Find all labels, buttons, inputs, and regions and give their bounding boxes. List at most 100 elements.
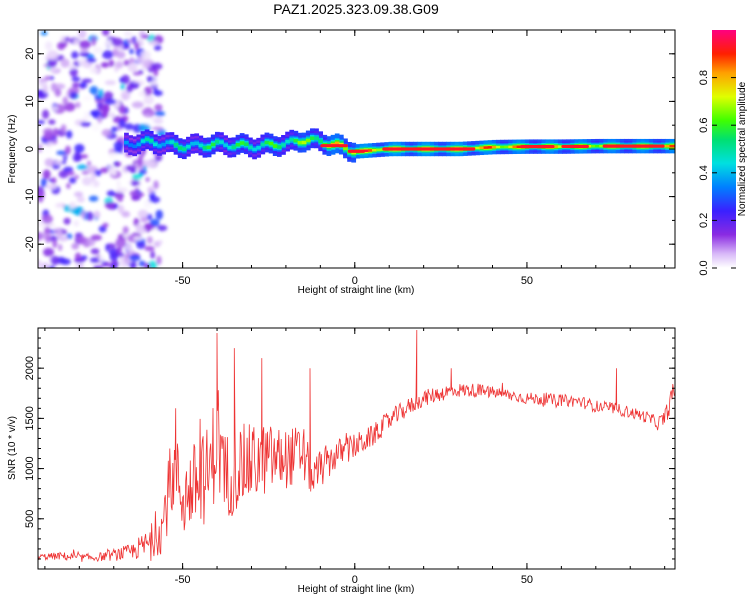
noise-blob	[41, 214, 53, 224]
noise-blob	[60, 124, 67, 133]
ridge-cell	[194, 141, 200, 146]
ridge-peak	[602, 144, 665, 148]
noise-blob	[79, 154, 89, 159]
ridge-cell	[586, 144, 592, 148]
noise-blob	[122, 226, 129, 235]
spectrogram-xlabel: Height of straight line (km)	[298, 285, 415, 296]
noise-blob	[61, 160, 67, 165]
noise-blob	[141, 159, 151, 167]
noise-blob	[89, 85, 99, 95]
noise-blob	[47, 57, 58, 68]
noise-blob	[38, 143, 43, 153]
ridge-cell	[214, 140, 220, 144]
ridge-cell	[557, 145, 563, 148]
noise-blob	[120, 90, 131, 101]
ridge-cell	[516, 145, 522, 149]
ridge-cell	[235, 142, 241, 147]
ridge-cell	[508, 145, 514, 149]
noise-blob	[70, 208, 82, 214]
noise-blob	[63, 217, 71, 225]
noise-blob	[38, 259, 42, 268]
ridge-cell	[206, 145, 212, 150]
noise-blob	[92, 180, 100, 188]
noise-blob	[101, 128, 113, 137]
noise-blob	[109, 253, 118, 261]
ridge-cell	[371, 148, 377, 152]
noise-blob	[155, 209, 164, 220]
noise-blob	[153, 90, 163, 97]
x-tick-label: -50	[175, 574, 191, 586]
ridge-cell	[479, 146, 485, 150]
noise-blob	[146, 236, 153, 244]
ridge-cell	[128, 143, 133, 147]
noise-blob	[108, 59, 115, 67]
noise-blob	[129, 82, 140, 88]
y-tick-label: 500	[24, 510, 36, 528]
noise-blob	[140, 50, 151, 60]
spectrogram-ylabel: Frequency (Hz)	[7, 115, 18, 184]
ridge-cell	[169, 140, 175, 144]
noise-blob	[105, 243, 110, 252]
noise-blob	[63, 166, 74, 173]
noise-blob	[44, 41, 53, 51]
noise-blob	[51, 105, 59, 112]
noise-blob	[115, 60, 124, 69]
ridge-cell	[165, 140, 171, 145]
ridge-cell	[281, 143, 286, 147]
noise-blob	[81, 78, 93, 83]
ridge-cell	[136, 142, 142, 147]
noise-blob	[147, 186, 154, 194]
noise-blob	[51, 177, 57, 185]
noise-blob	[114, 203, 119, 209]
noise-blob	[74, 143, 85, 153]
noise-blob	[151, 126, 164, 131]
noise-blob	[116, 180, 121, 188]
noise-blob	[156, 255, 162, 266]
colorbar-label: Normalized spectral amplitude	[737, 81, 748, 216]
noise-blob	[68, 177, 77, 184]
noise-blob	[80, 121, 92, 127]
y-tick-label: 1000	[24, 456, 36, 480]
ridge-cell	[491, 145, 497, 149]
noise-blob	[38, 89, 43, 99]
noise-blob	[99, 167, 109, 174]
ridge-cell	[599, 144, 604, 148]
noise-blob	[145, 177, 150, 182]
noise-blob	[52, 239, 58, 249]
ridge-cell	[297, 140, 303, 145]
noise-blob	[97, 115, 103, 124]
ridge-cell	[153, 142, 158, 147]
ridge-cell	[173, 143, 179, 147]
noise-blob	[90, 248, 100, 255]
noise-blob	[144, 107, 153, 115]
noise-blob	[123, 31, 133, 37]
noise-blob	[89, 67, 100, 74]
noise-blob	[40, 31, 48, 36]
noise-blob	[116, 51, 126, 59]
colorbar-tick-label: 0.6	[698, 118, 710, 133]
ridge-cell	[144, 137, 150, 142]
x-tick-label: 50	[521, 275, 533, 287]
ridge-cell	[186, 144, 191, 149]
noise-blob	[68, 64, 76, 70]
y-tick-label: 10	[24, 95, 36, 107]
noise-blob	[98, 254, 105, 262]
ridge-cell	[289, 137, 295, 142]
noise-blob	[89, 110, 97, 117]
noise-blob	[103, 104, 110, 114]
noise-blob	[132, 174, 143, 181]
ridge-cell	[343, 146, 348, 151]
ridge-cell	[314, 136, 319, 141]
snr-ticks: -50 0 50 500 1000 1500 2000	[24, 327, 675, 586]
noise-blob	[117, 204, 124, 214]
noise-blob	[64, 145, 71, 155]
ridge-peak	[520, 145, 555, 149]
noise-blob	[46, 50, 59, 61]
noise-blob	[85, 211, 94, 221]
noise-blob	[104, 80, 116, 86]
noise-blob	[76, 196, 85, 203]
noise-blob	[125, 242, 133, 252]
noise-blob	[58, 170, 69, 179]
ridge-cell	[483, 146, 489, 149]
